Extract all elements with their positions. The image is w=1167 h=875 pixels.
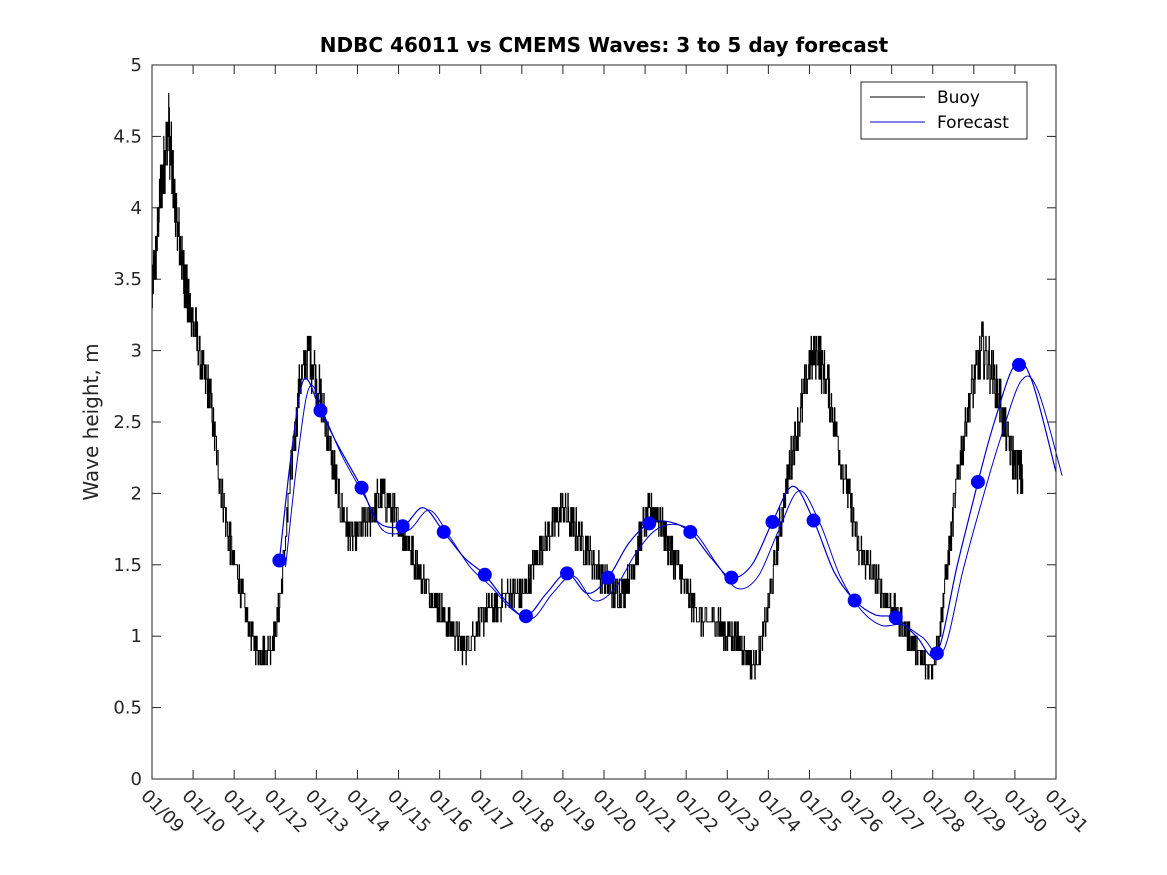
forecast-marker (970, 474, 985, 489)
y-tick-label: 4.5 (113, 126, 142, 147)
y-tick-label: 1 (131, 626, 142, 647)
y-axis-label: Wave height, m (79, 343, 103, 500)
y-tick-labels: 0 0.5 1 1.5 2 2.5 3 3.5 4 4.5 5 (113, 55, 142, 790)
y-tick-label: 3.5 (113, 269, 142, 290)
forecast-marker (1012, 357, 1027, 372)
forecast-marker (765, 514, 780, 529)
forecast-marker (477, 567, 492, 582)
y-tick-label: 1.5 (113, 555, 142, 576)
forecast-marker (354, 480, 369, 495)
forecast-marker (560, 566, 575, 581)
chart-title: NDBC 46011 vs CMEMS Waves: 3 to 5 day fo… (320, 33, 889, 57)
forecast-marker (518, 609, 533, 624)
forecast-marker (724, 570, 739, 585)
forecast-marker (272, 553, 287, 568)
legend-box (860, 81, 1028, 140)
y-tick-label: 2.5 (113, 412, 142, 433)
y-tick-label: 0 (131, 769, 142, 790)
y-tick-label: 4 (131, 198, 142, 219)
legend: Buoy Forecast (860, 81, 1028, 140)
forecast-marker (642, 516, 657, 531)
forecast-marker (601, 570, 616, 585)
forecast-marker (847, 593, 862, 608)
buoy-series-line (151, 93, 1024, 680)
tick-marks (151, 64, 1057, 780)
forecast-markers (272, 357, 1027, 661)
legend-buoy-label: Buoy (937, 88, 980, 108)
forecast-marker (683, 524, 698, 539)
forecast-marker (806, 513, 821, 528)
forecast-marker (313, 403, 328, 418)
y-tick-label: 5 (131, 55, 142, 76)
forecast-marker (929, 646, 944, 661)
forecast-marker (395, 519, 410, 534)
plot-area (152, 65, 1056, 779)
y-tick-label: 0.5 (113, 698, 142, 719)
forecast-marker (436, 524, 451, 539)
legend-forecast-label: Forecast (937, 113, 1009, 133)
forecast-marker (888, 610, 903, 625)
plot-frame (151, 64, 1057, 780)
y-tick-label: 3 (131, 341, 142, 362)
y-tick-label: 2 (131, 483, 142, 504)
